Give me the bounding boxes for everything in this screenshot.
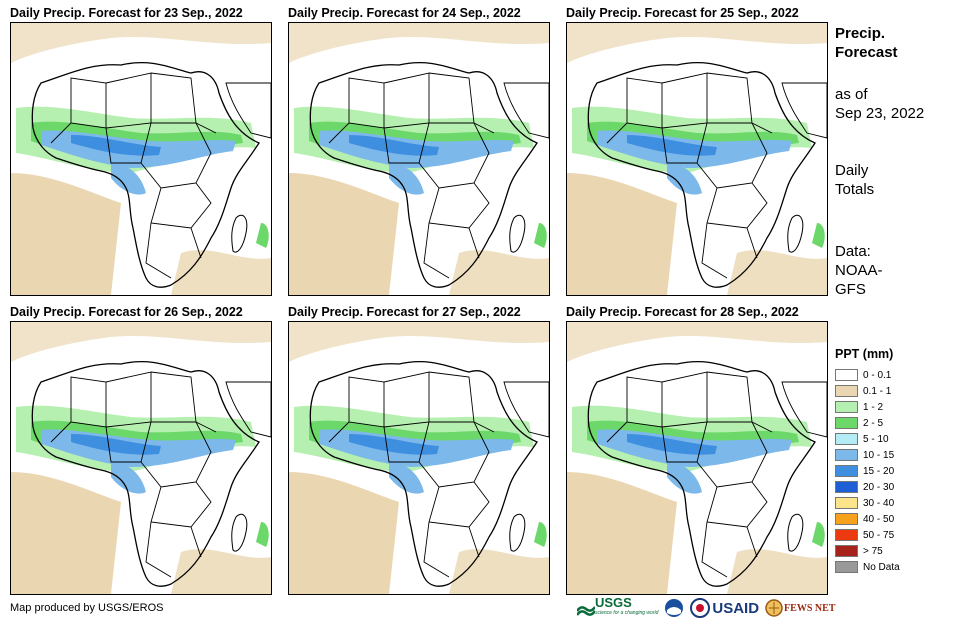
legend-swatch xyxy=(835,369,858,381)
side-title: Precip. Forecast xyxy=(835,24,898,62)
legend-swatch xyxy=(835,465,858,477)
legend-swatch xyxy=(835,561,858,573)
legend-item: 2 - 5 xyxy=(835,415,900,431)
panel-title: Daily Precip. Forecast for 25 Sep., 2022 xyxy=(566,6,799,20)
legend-item: 0.1 - 1 xyxy=(835,383,900,399)
legend-label: 0.1 - 1 xyxy=(863,385,892,397)
data-source-note: Data: NOAA- GFS xyxy=(835,242,883,299)
legend-swatch xyxy=(835,417,858,429)
forecast-panel-2: Daily Precip. Forecast for 24 Sep., 2022 xyxy=(288,5,550,296)
legend-item: 30 - 40 xyxy=(835,495,900,511)
as-of-label: as of xyxy=(835,86,868,103)
forecast-map[interactable] xyxy=(566,22,828,296)
legend-title: PPT (mm) xyxy=(835,347,894,361)
legend-label: 10 - 15 xyxy=(863,449,895,461)
legend-item: 20 - 30 xyxy=(835,479,900,495)
forecast-panel-5: Daily Precip. Forecast for 27 Sep., 2022 xyxy=(288,304,550,595)
fewsnet-text: FEWS NET xyxy=(784,602,836,614)
data-source-line: GFS xyxy=(835,281,866,298)
panel-title: Daily Precip. Forecast for 28 Sep., 2022 xyxy=(566,305,799,319)
legend-label: > 75 xyxy=(863,545,883,557)
as-of-date: as of Sep 23, 2022 xyxy=(835,85,924,123)
usgs-tagline: science for a changing world xyxy=(595,610,659,616)
fewsnet-globe-icon xyxy=(765,599,783,617)
usgs-text: USGS xyxy=(595,595,632,610)
side-title-line: Precip. xyxy=(835,25,886,42)
legend-label: No Data xyxy=(863,561,900,573)
legend-item: 40 - 50 xyxy=(835,511,900,527)
totals-line: Totals xyxy=(835,181,875,198)
usaid-seal-icon xyxy=(690,598,711,618)
legend-swatch xyxy=(835,481,858,493)
legend-item: 1 - 2 xyxy=(835,399,900,415)
forecast-panel-3: Daily Precip. Forecast for 25 Sep., 2022 xyxy=(566,5,828,296)
as-of-value: Sep 23, 2022 xyxy=(835,105,925,122)
forecast-panel-1: Daily Precip. Forecast for 23 Sep., 2022 xyxy=(10,5,272,296)
noaa-seal-icon xyxy=(665,599,684,617)
forecast-map[interactable] xyxy=(288,22,550,296)
usaid-logo[interactable]: USAID xyxy=(690,598,759,618)
map-credit: Map produced by USGS/EROS xyxy=(10,602,164,614)
legend-label: 5 - 10 xyxy=(863,433,889,445)
legend-item: 5 - 10 xyxy=(835,431,900,447)
side-title-line: Forecast xyxy=(835,44,898,61)
legend-label: 50 - 75 xyxy=(863,529,895,541)
forecast-map[interactable] xyxy=(288,321,550,595)
legend-swatch xyxy=(835,497,858,509)
data-source-line: NOAA- xyxy=(835,262,883,279)
legend-label: 15 - 20 xyxy=(863,465,895,477)
panel-title: Daily Precip. Forecast for 23 Sep., 2022 xyxy=(10,6,243,20)
usgs-logo[interactable]: USGS science for a changing world xyxy=(577,595,659,618)
africa-map-image xyxy=(289,23,549,295)
panel-title: Daily Precip. Forecast for 24 Sep., 2022 xyxy=(288,6,521,20)
legend-swatch xyxy=(835,545,858,557)
legend-item: 0 - 0.1 xyxy=(835,367,900,383)
usgs-wave-icon xyxy=(577,606,595,616)
panel-title: Daily Precip. Forecast for 27 Sep., 2022 xyxy=(288,305,521,319)
legend-swatch xyxy=(835,385,858,397)
legend-item: > 75 xyxy=(835,543,900,559)
legend-swatch xyxy=(835,433,858,445)
forecast-map[interactable] xyxy=(566,321,828,595)
totals-line: Daily xyxy=(835,162,869,179)
fewsnet-logo[interactable]: FEWS NET xyxy=(765,599,835,617)
forecast-panel-6: Daily Precip. Forecast for 28 Sep., 2022 xyxy=(566,304,828,595)
usaid-text: USAID xyxy=(712,599,760,617)
legend-label: 40 - 50 xyxy=(863,513,895,525)
africa-map-image xyxy=(567,23,827,295)
daily-totals-note: Daily Totals xyxy=(835,161,874,199)
data-source-line: Data: xyxy=(835,243,871,260)
legend-label: 30 - 40 xyxy=(863,497,895,509)
legend-swatch xyxy=(835,529,858,541)
legend-swatch xyxy=(835,449,858,461)
legend-item: No Data xyxy=(835,559,900,575)
agency-logos: USGS science for a changing world USAID … xyxy=(577,595,841,621)
legend-label: 1 - 2 xyxy=(863,401,884,413)
legend-swatch xyxy=(835,513,858,525)
precip-legend: PPT (mm) 0 - 0.1 0.1 - 1 1 - 2 2 - 5 5 - 10 1… xyxy=(835,347,900,575)
legend-label: 0 - 0.1 xyxy=(863,369,892,381)
legend-label: 20 - 30 xyxy=(863,481,895,493)
legend-item: 50 - 75 xyxy=(835,527,900,543)
forecast-panel-4: Daily Precip. Forecast for 26 Sep., 2022 xyxy=(10,304,272,595)
legend-swatch xyxy=(835,401,858,413)
noaa-logo[interactable] xyxy=(664,598,684,618)
panel-title: Daily Precip. Forecast for 26 Sep., 2022 xyxy=(10,305,243,319)
legend-item: 10 - 15 xyxy=(835,447,900,463)
forecast-map[interactable] xyxy=(10,22,272,296)
forecast-map[interactable] xyxy=(10,321,272,595)
africa-map-image xyxy=(567,322,827,594)
legend-item: 15 - 20 xyxy=(835,463,900,479)
africa-map-image xyxy=(11,322,271,594)
legend-label: 2 - 5 xyxy=(863,417,884,429)
africa-map-image xyxy=(289,322,549,594)
africa-map-image xyxy=(11,23,271,295)
